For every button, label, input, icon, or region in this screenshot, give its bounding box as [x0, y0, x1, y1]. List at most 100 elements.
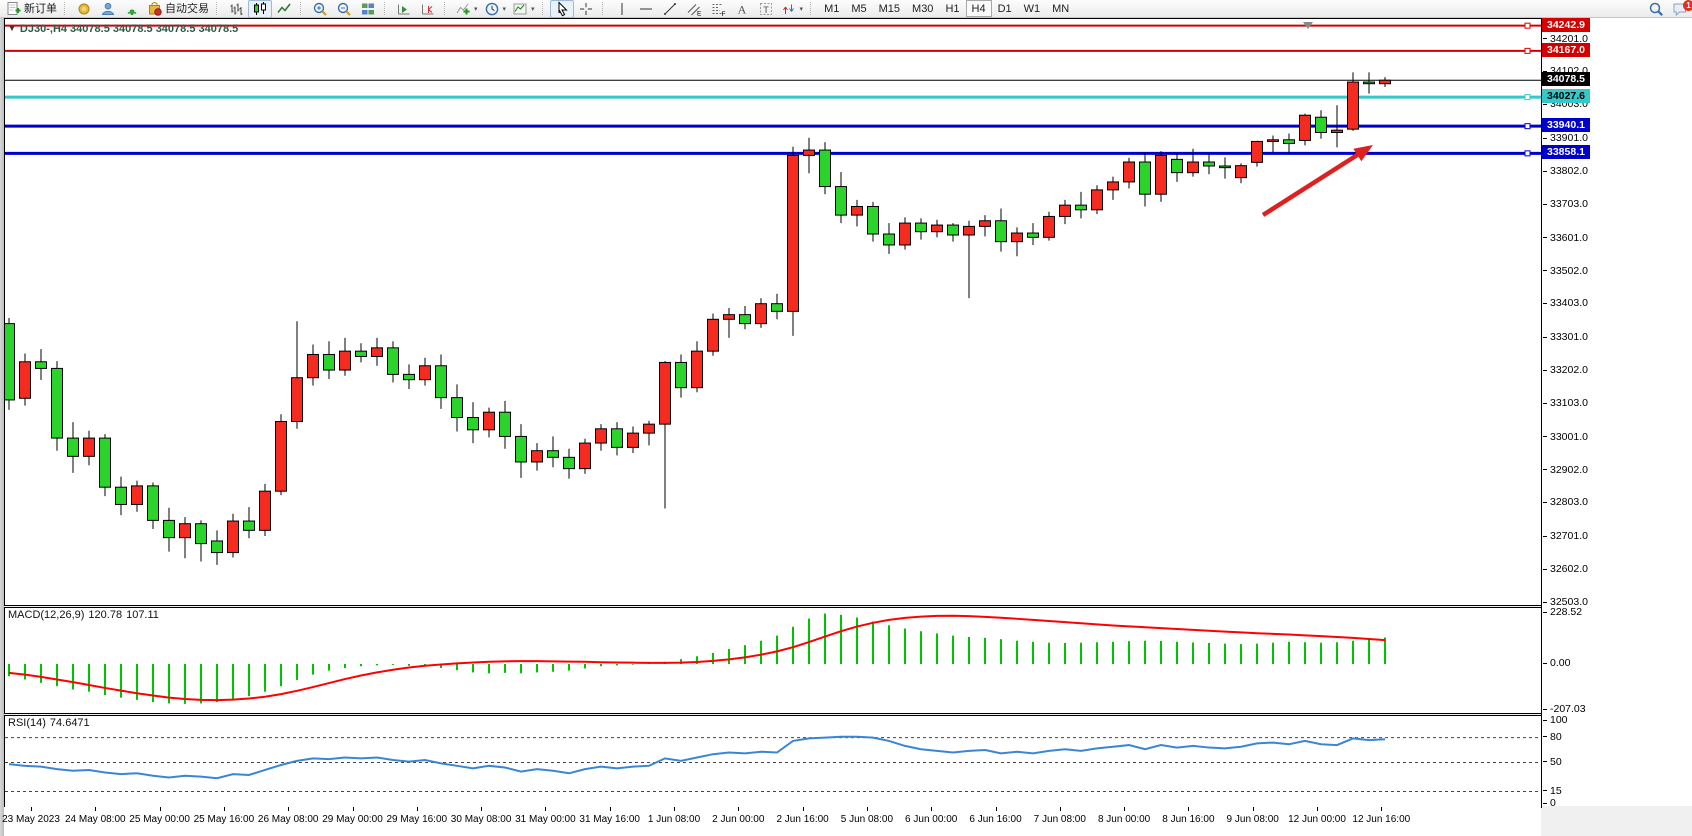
trendline-button[interactable]	[658, 0, 682, 18]
chart-title: ▼ DJ30-,H4 34078.5 34078.5 34078.5 34078.…	[8, 23, 238, 35]
templates-button[interactable]: ▾	[509, 0, 538, 18]
window-left-border	[0, 18, 4, 836]
rsi-panel[interactable]	[4, 715, 1542, 808]
candle-body	[259, 490, 271, 531]
dropdown-caret-icon[interactable]: ▾	[799, 5, 804, 13]
chart-shift-marker-icon[interactable]	[1303, 22, 1313, 29]
candle-body	[563, 456, 575, 470]
indicators-button[interactable]: ▾	[452, 0, 481, 18]
zoom-out-button[interactable]	[332, 0, 356, 18]
svg-text:T: T	[763, 4, 769, 15]
arrow-annotation[interactable]	[1261, 150, 1363, 217]
time-tick	[1317, 807, 1318, 811]
timeframe-m15[interactable]: M15	[873, 0, 906, 17]
timeframe-h4[interactable]: H4	[965, 0, 992, 17]
line-handle[interactable]	[1524, 150, 1531, 157]
candle-body	[19, 361, 31, 399]
candle-body	[1123, 161, 1135, 183]
macd-panel[interactable]	[4, 607, 1542, 714]
time-label: 23 May 2023	[2, 814, 60, 825]
candle-body	[803, 149, 815, 156]
dropdown-caret-icon[interactable]: ▾	[531, 5, 535, 13]
macd-signal-line	[8, 614, 1386, 702]
periods-button[interactable]: ▾	[481, 0, 510, 18]
text-label-button[interactable]: T	[754, 0, 778, 18]
price-tick: 33802.0	[1543, 165, 1588, 177]
community-icon[interactable]	[96, 0, 120, 18]
timeframe-w1[interactable]: W1	[1018, 0, 1047, 17]
time-tick	[931, 807, 933, 811]
timeframe-mn[interactable]: MN	[1046, 0, 1075, 17]
candle-body	[83, 437, 95, 457]
timeframe-m1[interactable]: M1	[818, 0, 845, 17]
label-t-icon: T	[759, 2, 772, 15]
text-a-icon: A	[737, 2, 746, 16]
time-axis[interactable]: 23 May 2023 24 May 08:00 25 May 00:00 25 Ma…	[2, 807, 1541, 836]
autoscroll-button[interactable]	[392, 0, 416, 18]
time-label: 12 Jun 00:00	[1288, 814, 1346, 825]
chat-icon[interactable]: 1	[1668, 0, 1692, 18]
timeframe-d1[interactable]: D1	[992, 0, 1018, 17]
autotrade-button[interactable]: 自动交易	[144, 0, 212, 18]
arrow-annotation-head[interactable]	[1353, 145, 1373, 162]
line-handle[interactable]	[1524, 123, 1531, 130]
horizontal-line-button[interactable]	[634, 0, 658, 18]
time-tick	[481, 807, 483, 811]
symbol-dropdown-icon[interactable]: ▼	[8, 24, 16, 33]
candle-body	[867, 205, 879, 235]
vertical-line-button[interactable]	[610, 0, 634, 18]
main-chart-panel[interactable]	[4, 18, 1542, 606]
time-label: 7 Jun 08:00	[1033, 814, 1086, 825]
economic-calendar-icon[interactable]	[72, 0, 96, 18]
rsi-axis-label: 15	[1543, 785, 1562, 797]
candle-body	[739, 314, 751, 325]
line-chart-button[interactable]	[272, 0, 296, 18]
candle-body	[787, 154, 799, 312]
tile-windows-button[interactable]	[356, 0, 380, 18]
candle-chart-button[interactable]	[248, 0, 272, 18]
candle-body	[195, 523, 207, 545]
candle-body	[339, 350, 351, 371]
toolbar-separator	[300, 2, 305, 15]
bar-chart-button[interactable]	[224, 0, 248, 18]
price-axis[interactable]: 34201.034102.034003.033901.033802.033703…	[1541, 17, 1692, 809]
candle-body	[771, 303, 783, 312]
dropdown-caret-icon[interactable]: ▾	[474, 5, 478, 13]
cursor-button[interactable]	[549, 0, 574, 18]
template-icon	[513, 3, 527, 14]
line-handle[interactable]	[1524, 47, 1531, 54]
text-button[interactable]: A	[730, 0, 754, 18]
zoom-in-button[interactable]	[308, 0, 332, 18]
line-handle[interactable]	[1524, 94, 1531, 101]
timeframe-m30[interactable]: M30	[906, 0, 939, 17]
fibonacci-button[interactable]: F	[706, 0, 730, 18]
arrows-button[interactable]: ▾	[778, 0, 807, 18]
crosshair-button[interactable]	[574, 0, 598, 18]
candle-body	[355, 350, 367, 357]
candle-body	[755, 303, 767, 325]
candle-body	[435, 365, 447, 399]
new-order-icon	[7, 1, 21, 15]
candle-body	[499, 411, 511, 437]
signals-icon[interactable]	[120, 0, 144, 18]
new-order-button[interactable]: 新订单	[3, 0, 60, 18]
timeframe-m5[interactable]: M5	[845, 0, 872, 17]
price-badge: 33940.1	[1542, 118, 1590, 133]
channel-button[interactable]: E	[682, 0, 706, 18]
timeframe-m1-label: M1	[824, 2, 840, 15]
dropdown-caret-icon[interactable]: ▾	[502, 5, 507, 13]
chart-title-text: DJ30-,H4 34078.5 34078.5 34078.5 34078.5	[19, 23, 239, 35]
chart-shift-button[interactable]	[416, 0, 440, 18]
timeframe-h1[interactable]: H1	[939, 0, 965, 17]
price-tick: 32503.0	[1543, 596, 1588, 608]
trendline-icon	[663, 2, 676, 15]
time-tick	[1059, 807, 1061, 811]
line-handle[interactable]	[1524, 22, 1531, 29]
search-icon[interactable]	[1644, 0, 1668, 18]
macd-name: MACD(12,26,9)	[8, 609, 85, 621]
candle-body	[1139, 161, 1151, 195]
time-label: 25 May 00:00	[129, 814, 190, 825]
line-icon	[277, 3, 291, 13]
price-tick: 33001.0	[1543, 431, 1588, 443]
